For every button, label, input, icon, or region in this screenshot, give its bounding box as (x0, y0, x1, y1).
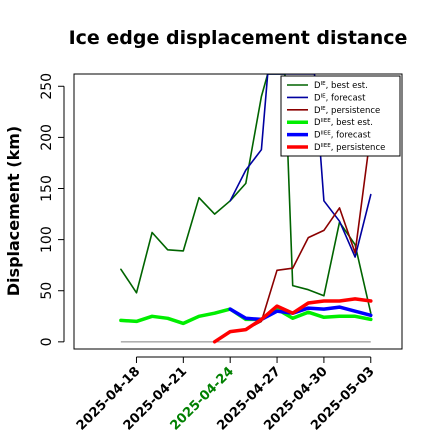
series-line-1 (120, 74, 372, 315)
y-tick-label: 50 (39, 282, 55, 300)
y-tick-label: 150 (39, 175, 55, 202)
chart-title: Ice edge displacement distance (69, 27, 408, 49)
series-line-6 (212, 297, 373, 344)
legend-box (280, 75, 401, 157)
legend-entry-4: DIIEE, best est. (314, 118, 373, 128)
plot-frame (73, 73, 403, 350)
y-tick-label: 250 (39, 73, 55, 100)
y-tick-label: 200 (39, 124, 55, 151)
series-line-4 (119, 307, 373, 326)
y-tick-label: 0 (39, 337, 55, 346)
y-axis-label: Displacement (km) (4, 126, 23, 296)
legend-entry-1: DIE, best est. (314, 81, 368, 91)
legend-entry-3: DIE, persistence (314, 106, 380, 116)
series-line-2 (229, 74, 372, 258)
legend-entry-2: DIE, forecast (314, 93, 366, 103)
y-tick-label: 100 (39, 226, 55, 253)
series-line-5 (228, 305, 373, 322)
legend-entry-5: DIIEE, forecast (314, 131, 371, 141)
legend-entry-6: DIIEE, persistence (314, 143, 385, 153)
